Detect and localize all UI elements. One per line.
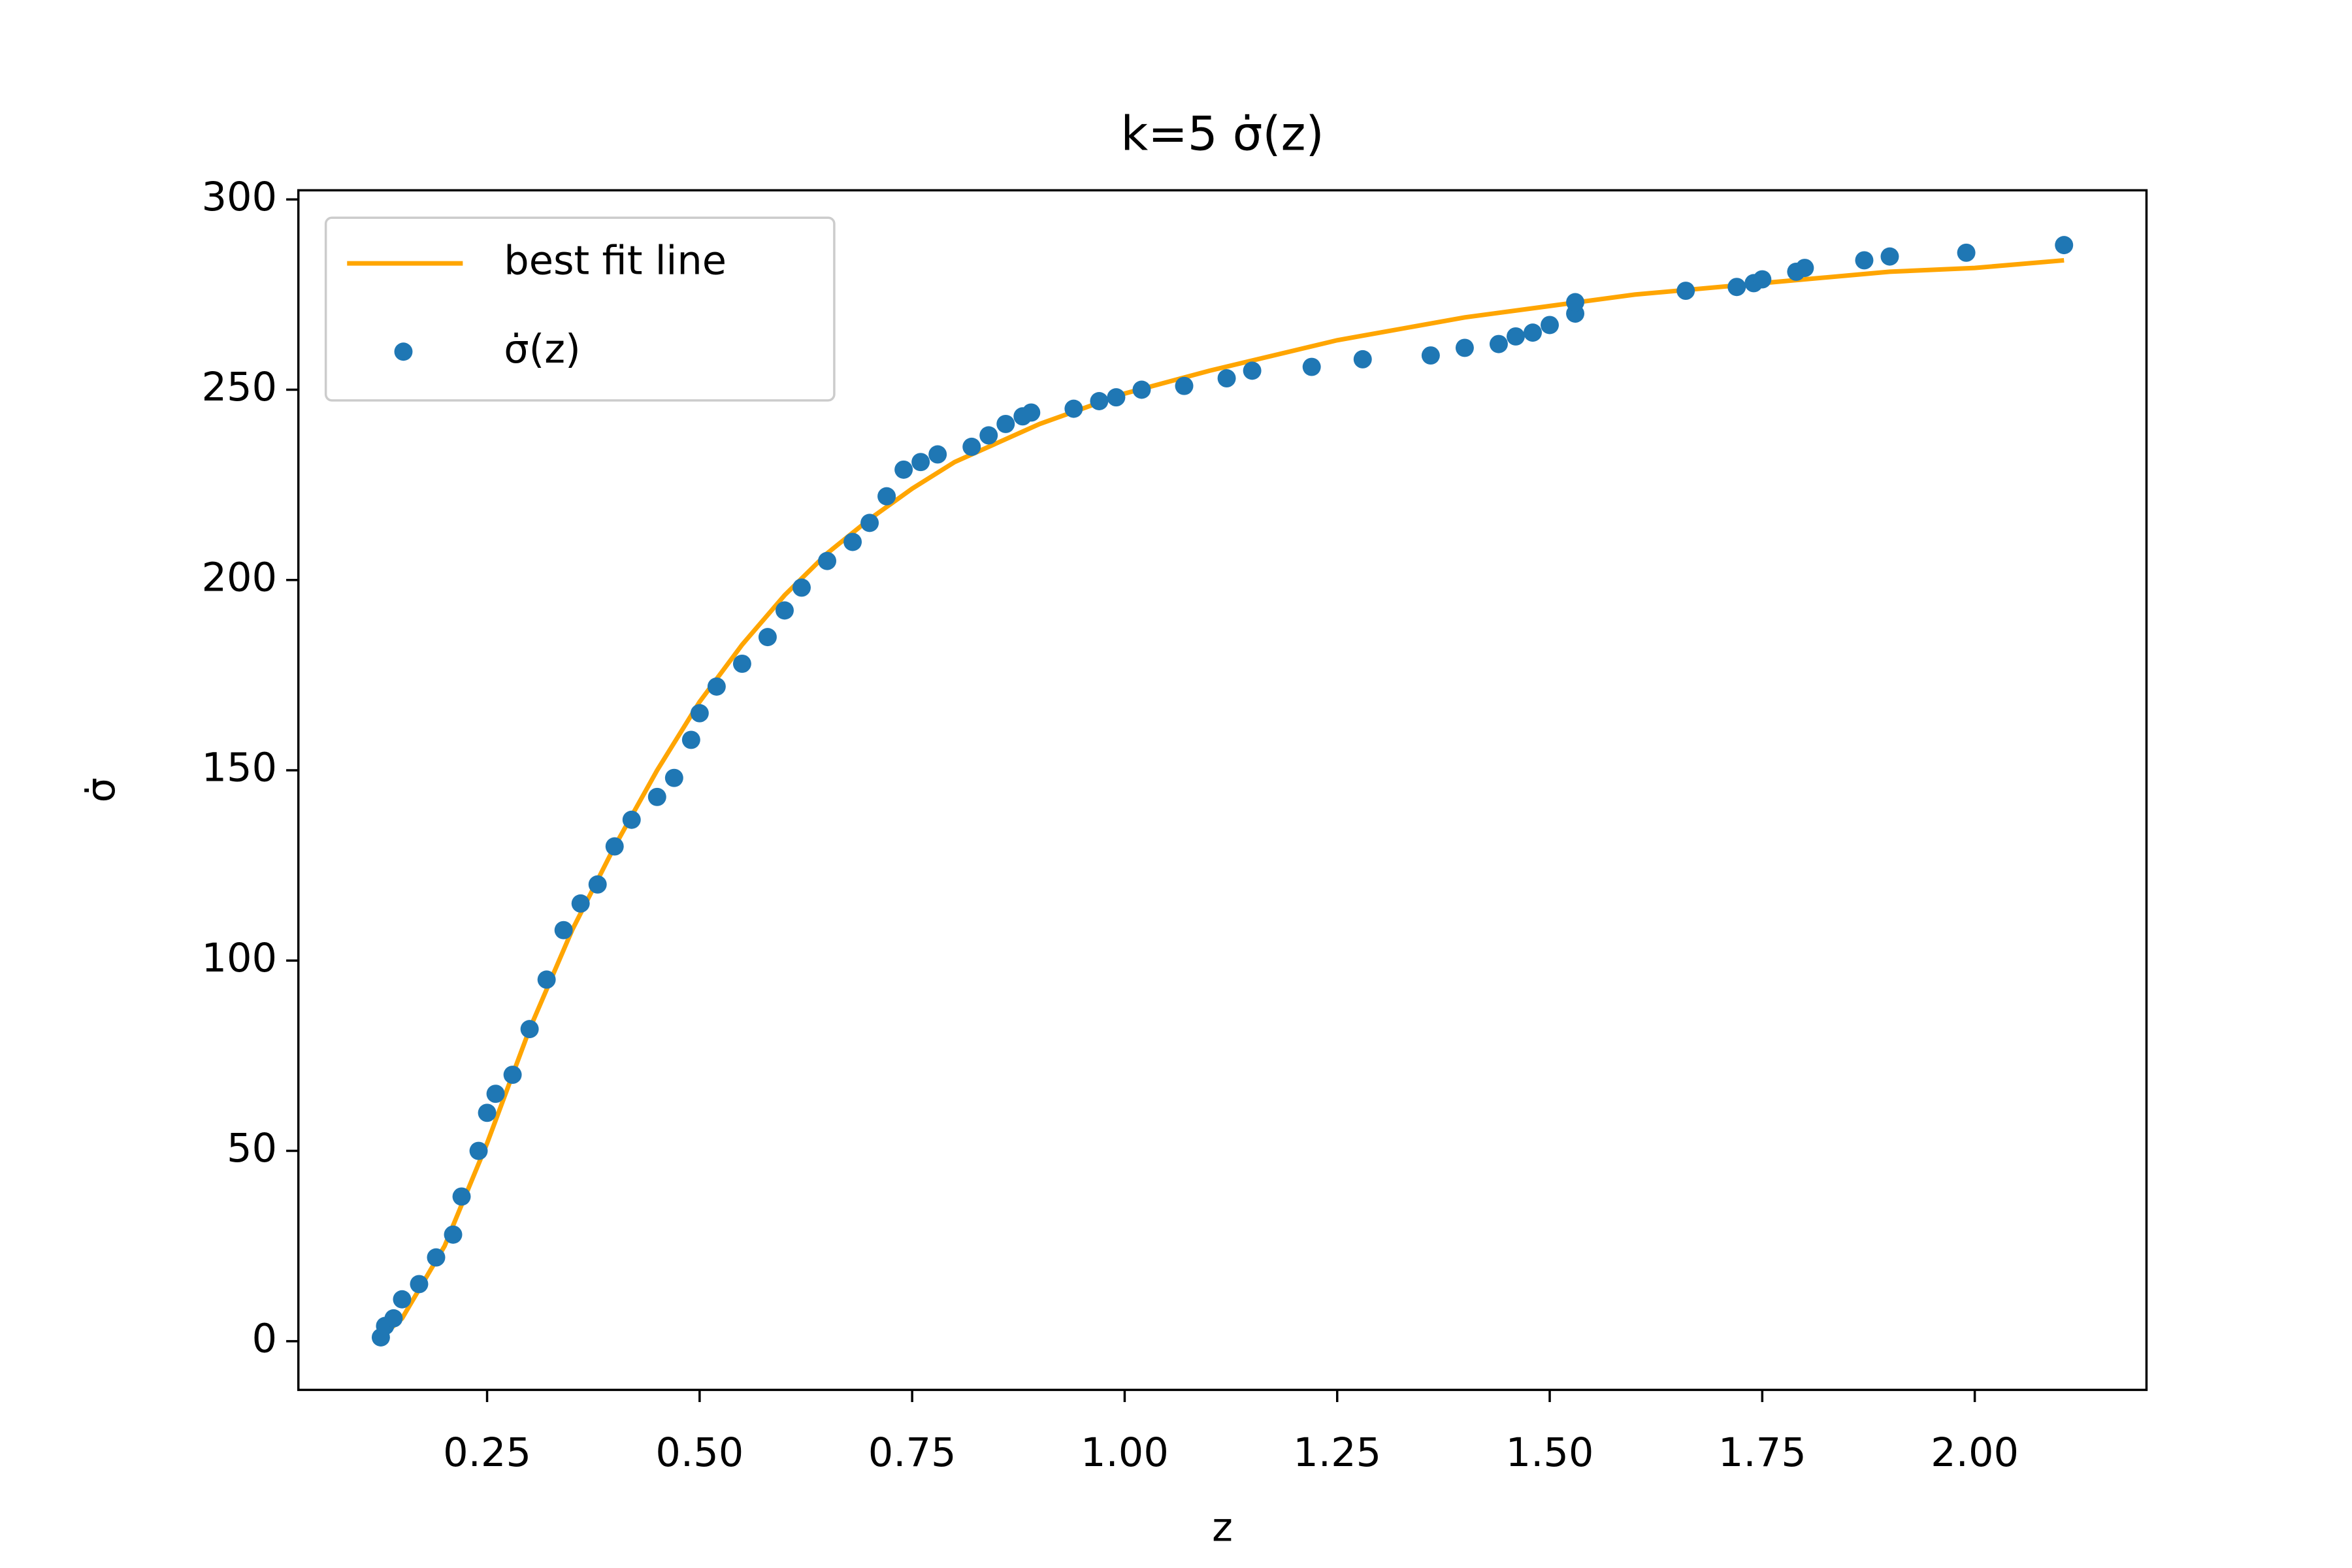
legend-marker	[394, 342, 413, 361]
scatter-point	[384, 1309, 403, 1328]
x-tick-label: 1.50	[1506, 1430, 1594, 1476]
scatter-point	[605, 837, 624, 856]
scatter-point	[1566, 293, 1585, 312]
y-tick-label: 100	[201, 936, 277, 981]
scatter-point	[1243, 361, 1262, 380]
scatter-point	[911, 453, 930, 472]
scatter-point	[860, 514, 879, 532]
scatter-point	[1421, 346, 1440, 365]
chart-title: k=5 σ̇(z)	[1120, 107, 1324, 162]
y-tick-label: 150	[201, 745, 277, 791]
scatter-point	[928, 445, 947, 464]
y-tick-label: 200	[201, 555, 277, 600]
scatter-point	[1753, 270, 1772, 289]
scatter-point	[690, 704, 709, 723]
scatter-point	[818, 551, 837, 570]
scatter-point	[894, 460, 913, 479]
scatter-point	[478, 1103, 497, 1122]
scatter-point	[1022, 403, 1041, 422]
scatter-point	[2055, 236, 2074, 255]
legend-label: best fit line	[504, 238, 727, 284]
scatter-point	[571, 894, 590, 913]
scatter-point	[469, 1141, 488, 1160]
scatter-point	[1795, 259, 1814, 278]
scatter-point	[1880, 247, 1899, 266]
scatter-point	[554, 921, 573, 939]
scatter-point	[843, 532, 862, 551]
scatter-point	[1541, 316, 1559, 335]
y-tick-label: 0	[252, 1316, 278, 1362]
scatter-point	[537, 970, 556, 989]
scatter-point	[681, 730, 700, 749]
scatter-point	[1506, 327, 1525, 346]
scatter-point	[792, 578, 811, 597]
scatter-point	[1132, 380, 1151, 399]
scatter-point	[996, 414, 1015, 433]
scatter-point	[1090, 392, 1109, 410]
x-tick-label: 0.75	[868, 1430, 956, 1476]
x-tick-label: 0.50	[655, 1430, 743, 1476]
scatter-point	[427, 1248, 446, 1267]
scatter-point	[1353, 350, 1372, 368]
scatter-point	[979, 426, 998, 445]
legend-label: σ̇(z)	[504, 327, 580, 372]
scatter-point	[1175, 376, 1194, 395]
scatter-point	[410, 1275, 429, 1294]
scatter-point	[1676, 282, 1695, 301]
scatter-point	[1455, 338, 1474, 357]
legend: best fit line σ̇(z)	[324, 216, 836, 402]
scatter-point	[520, 1020, 539, 1039]
scatter-point	[647, 787, 666, 806]
y-tick-label: 250	[201, 365, 277, 410]
scatter-point	[588, 875, 607, 894]
y-tick-label: 300	[201, 174, 277, 220]
scatter-point	[1727, 278, 1746, 297]
scatter-point	[707, 677, 726, 696]
scatter-point	[1957, 243, 1976, 262]
scatter-point	[758, 628, 777, 647]
scatter-point	[444, 1225, 463, 1244]
scatter-point	[775, 601, 794, 620]
scatter-point	[1107, 388, 1126, 407]
scatter-point	[1217, 369, 1236, 388]
x-tick-label: 1.25	[1293, 1430, 1381, 1476]
x-tick-label: 1.00	[1081, 1430, 1169, 1476]
x-tick-label: 0.25	[443, 1430, 531, 1476]
scatter-point	[503, 1066, 522, 1085]
scatter-point	[1064, 399, 1083, 418]
scatter-point	[452, 1187, 471, 1206]
scatter-point	[1524, 323, 1542, 342]
scatter-point	[622, 810, 641, 829]
scatter-point	[1489, 335, 1508, 353]
scatter-point	[732, 654, 751, 673]
fit-line	[379, 257, 2065, 1339]
plot-frame	[297, 189, 2148, 1392]
y-tick-label: 50	[227, 1126, 277, 1171]
scatter-point	[1855, 251, 1874, 270]
scatter-point	[1302, 357, 1321, 376]
scatter-point	[962, 437, 981, 456]
x-axis-label: z	[1212, 1505, 1233, 1550]
y-axis-label: σ̇	[78, 777, 124, 802]
scatter-point	[664, 768, 683, 787]
scatter-point	[877, 487, 896, 506]
scatter-point	[486, 1085, 505, 1103]
x-tick-label: 1.75	[1718, 1430, 1806, 1476]
x-tick-label: 2.00	[1931, 1430, 2019, 1476]
scatter-point	[393, 1290, 412, 1309]
